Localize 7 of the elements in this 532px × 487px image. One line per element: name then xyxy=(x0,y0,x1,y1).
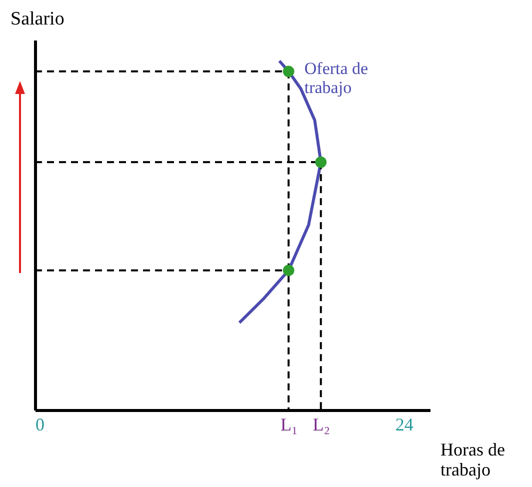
x-tick-label: 0 xyxy=(36,414,44,434)
x-tick-label: L₂ xyxy=(312,414,330,434)
x-tick-label: 24 xyxy=(395,414,414,434)
x-tick-label: L₁ xyxy=(280,414,298,434)
x-axis-title: Horas de trabajo xyxy=(440,440,505,480)
y-axis-title: Salario xyxy=(10,8,64,30)
series-label: Oferta de trabajo xyxy=(304,58,368,97)
